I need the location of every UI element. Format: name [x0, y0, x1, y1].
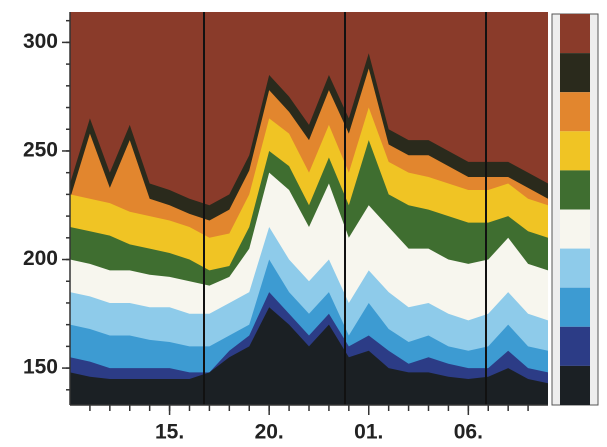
y-tick-label: 250: [23, 139, 58, 162]
y-tick-label: 300: [23, 30, 58, 53]
legend-swatch: [560, 365, 590, 405]
legend-swatch: [560, 209, 590, 249]
y-tick-label: 200: [23, 247, 58, 270]
x-tick-label: 01.: [354, 421, 383, 444]
plot-area: [70, 12, 548, 406]
band: [70, 307, 548, 405]
legend-swatch: [560, 53, 590, 93]
y-tick-label: 150: [23, 356, 58, 379]
legend-swatch: [560, 248, 590, 288]
legend-swatch: [560, 326, 590, 366]
legend-swatch: [560, 92, 590, 132]
legend-swatch: [560, 131, 590, 171]
x-tick-label: 20.: [255, 421, 284, 444]
legend-swatch: [560, 14, 590, 54]
legend-swatch: [560, 170, 590, 210]
x-tick-label: 06.: [454, 421, 483, 444]
x-tick-label: 15.: [155, 421, 184, 444]
legend-swatch: [560, 287, 590, 327]
